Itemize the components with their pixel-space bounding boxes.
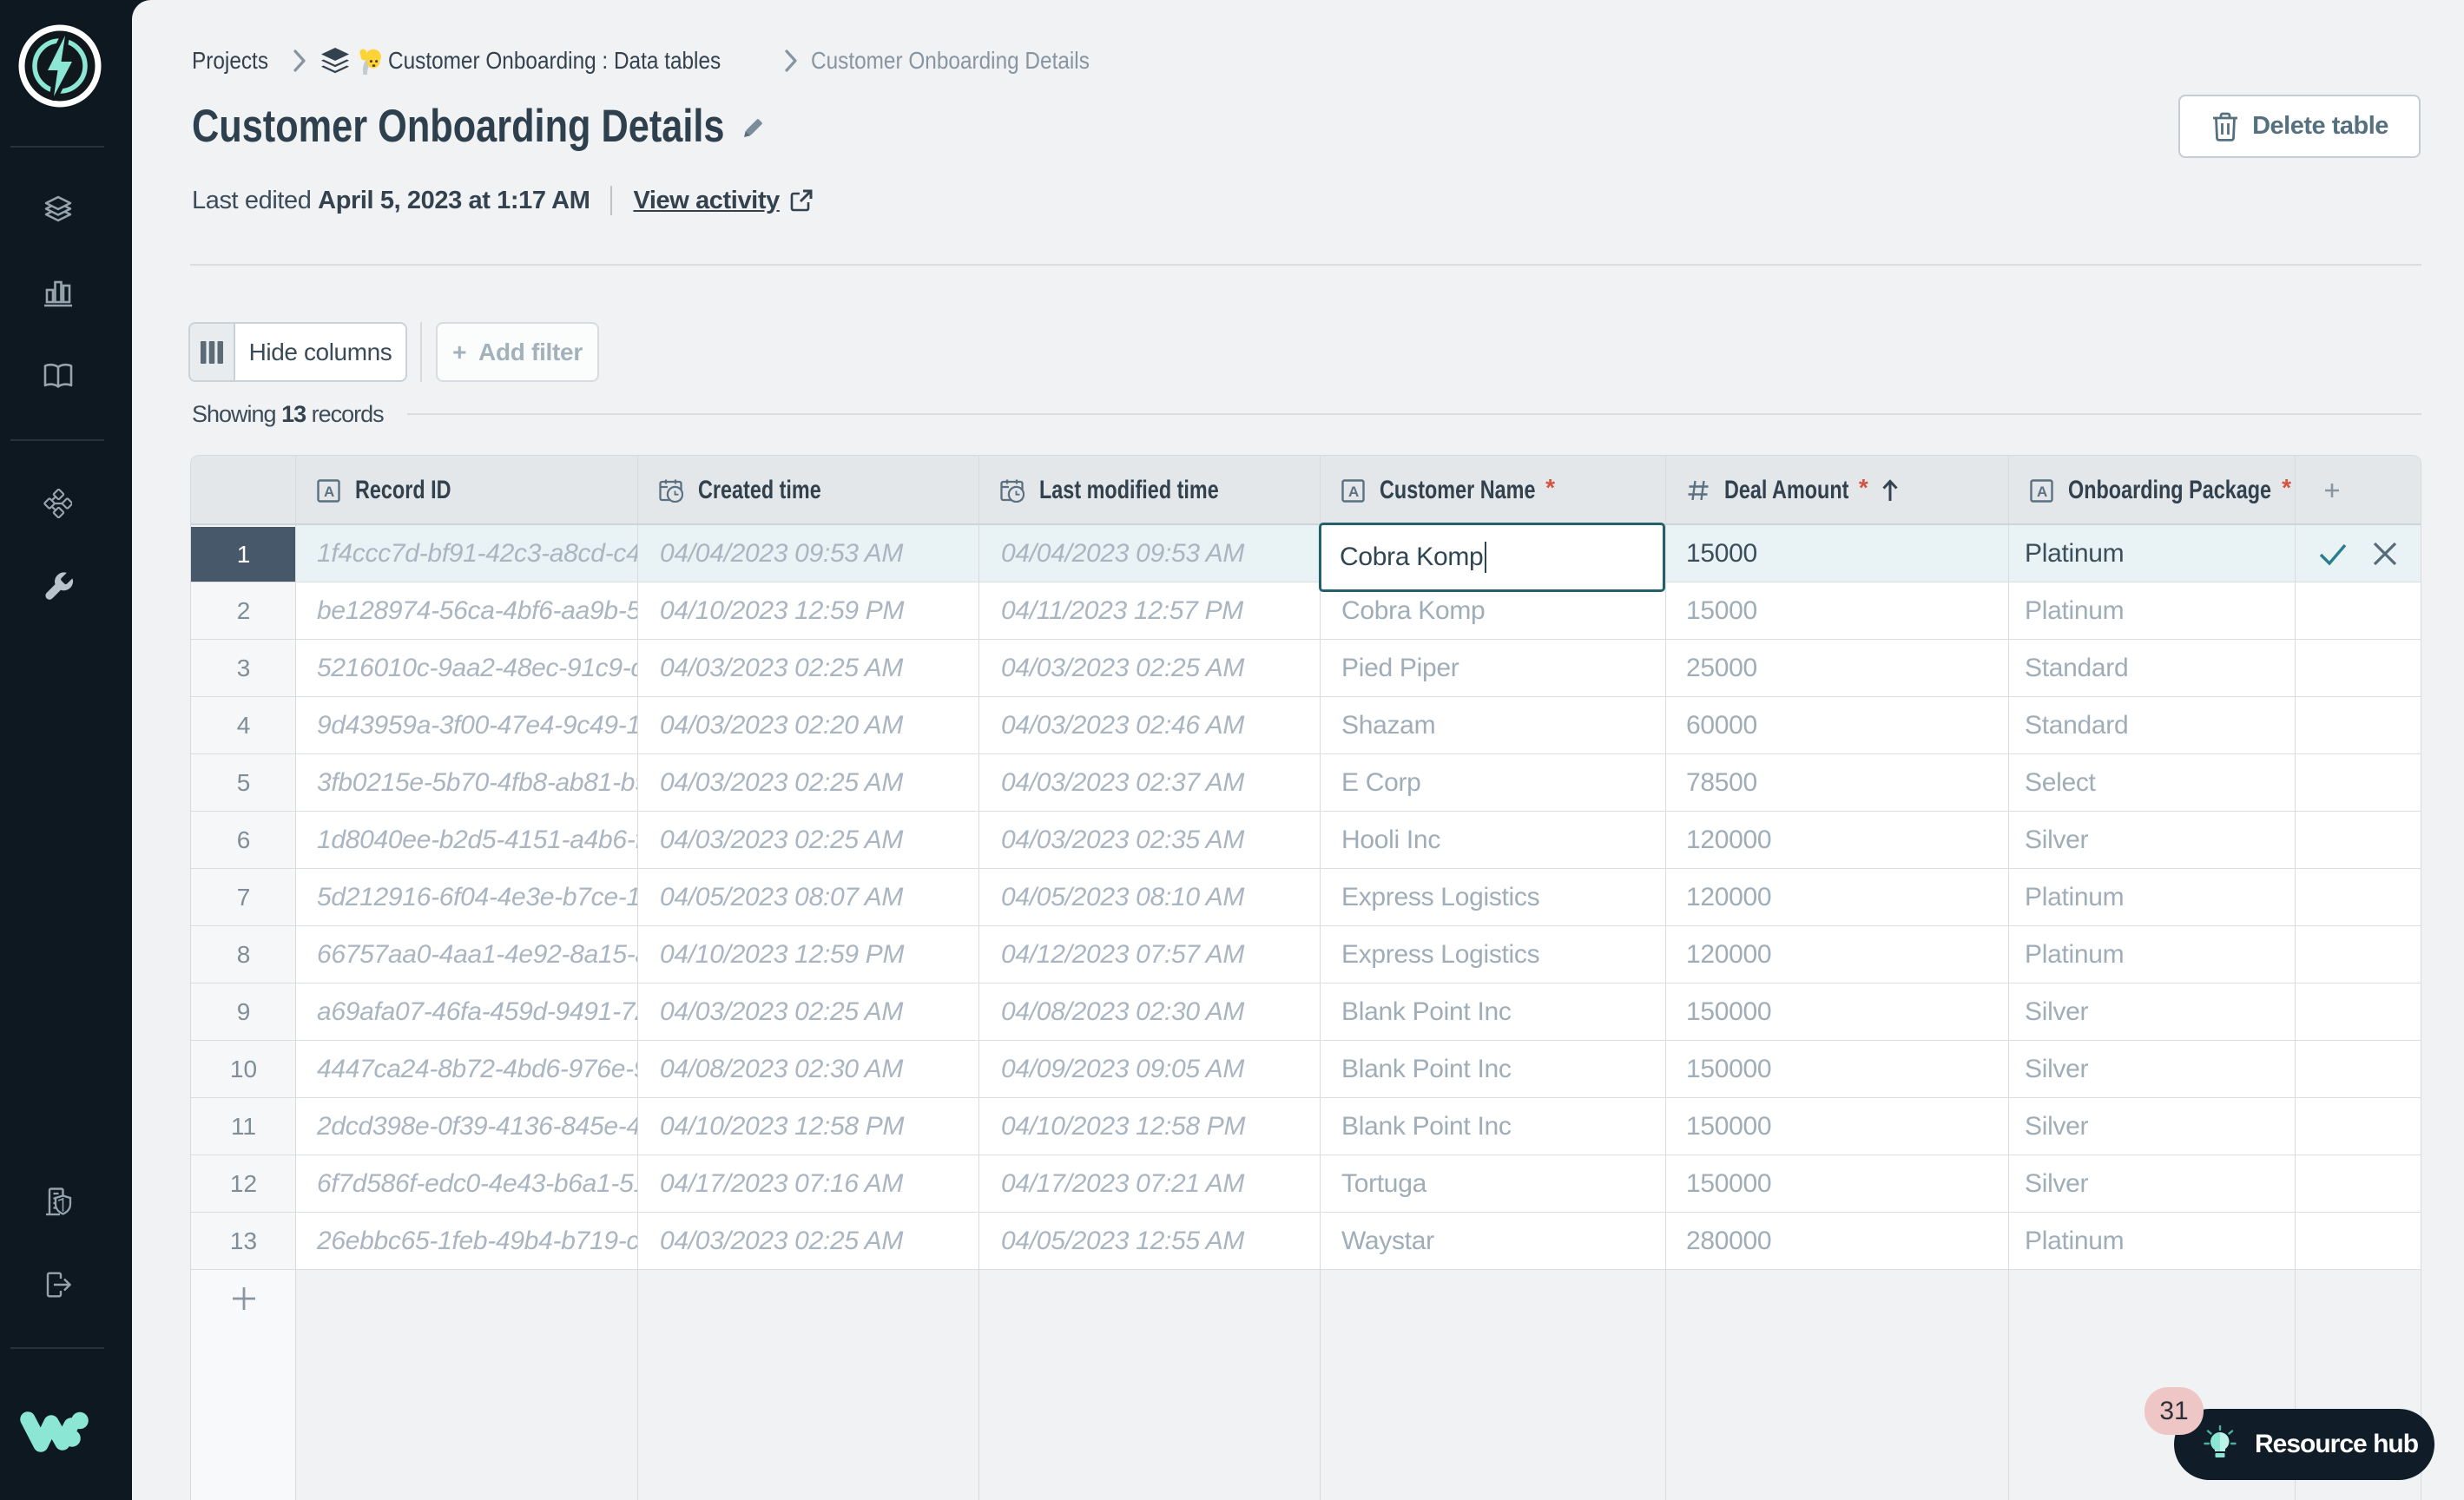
svg-text:A: A	[324, 484, 334, 500]
svg-text:A: A	[1348, 484, 1359, 500]
svg-text:A: A	[2037, 484, 2047, 500]
